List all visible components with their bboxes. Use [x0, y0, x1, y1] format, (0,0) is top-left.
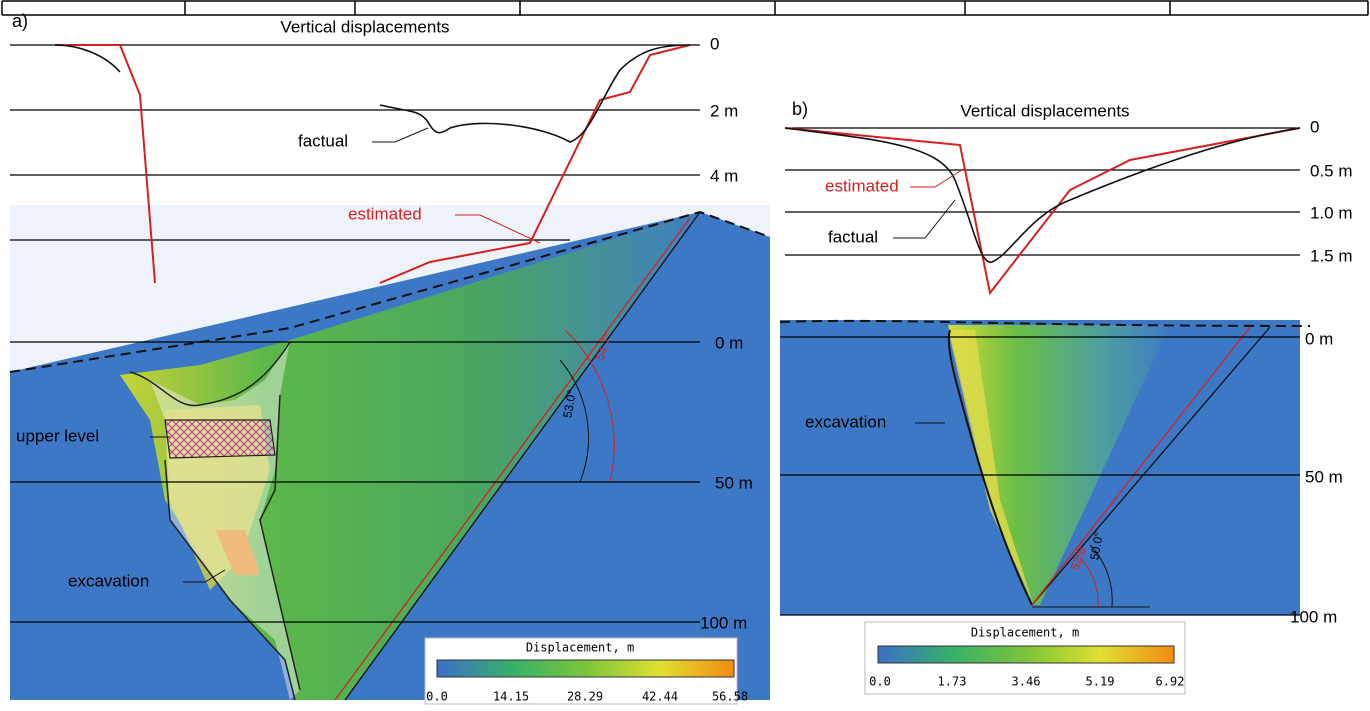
- colorbar-tick: 3.46: [1012, 675, 1041, 689]
- colorbar-tick: 0.0: [426, 690, 448, 704]
- panel-b: b) Vertical displacements 0 0.5 m 1.0 m …: [780, 99, 1353, 694]
- colorbar-title: Displacement, m: [971, 626, 1079, 640]
- profile-tick: 2 m: [710, 101, 738, 120]
- colorbar: Displacement, m 0.0 1.73 3.46 5.19 6.92: [865, 622, 1185, 694]
- colorbar: Displacement, m 0.0 14.15 28.29 42.44 56…: [425, 638, 748, 704]
- leader: [893, 200, 955, 238]
- annotation: estimated: [825, 176, 899, 195]
- profile-tick: 4 m: [710, 166, 738, 185]
- annotation: factual: [828, 227, 878, 246]
- depth-tick: 0 m: [715, 333, 743, 352]
- depth-tick: 100 m: [700, 613, 747, 632]
- panel-label: a): [12, 11, 28, 31]
- colorbar-tick: 0.0: [869, 675, 891, 689]
- depth-tick: 100 m: [1290, 607, 1337, 626]
- table-strip: [2, 1, 1368, 15]
- factual-profile: [380, 45, 690, 142]
- panel-title: Vertical displacements: [280, 17, 449, 36]
- factual-profile: [55, 45, 120, 72]
- panel-a: a) Vertical displacements 0 2 m 4 m 0 m …: [10, 11, 770, 704]
- panel-label: b): [792, 99, 808, 119]
- annotation: upper level: [16, 426, 99, 445]
- panel-title: Vertical displacements: [960, 101, 1129, 120]
- colorbar-tick: 56.58: [712, 690, 748, 704]
- profile-tick: 0.5 m: [1310, 161, 1353, 180]
- profile-tick: 1.0 m: [1310, 203, 1353, 222]
- depth-tick: 50 m: [1305, 467, 1343, 486]
- annotation: estimated: [348, 204, 422, 223]
- colorbar-tick: 5.19: [1086, 675, 1115, 689]
- colorbar-tick: 6.92: [1156, 675, 1185, 689]
- annotation: excavation: [805, 412, 886, 431]
- annotation: factual: [298, 131, 348, 150]
- depth-tick: 50 m: [715, 473, 753, 492]
- page: {"panel_a": {"label": "a)", "title": "Ve…: [0, 0, 1370, 706]
- profile-tick: 0: [710, 34, 719, 53]
- figure: a) Vertical displacements 0 2 m 4 m 0 m …: [0, 0, 1370, 706]
- upper-level-hatch: [165, 420, 275, 458]
- colorbar-tick: 42.44: [642, 690, 678, 704]
- profile-tick: 0: [1310, 117, 1319, 136]
- colorbar-tick: 1.73: [938, 675, 967, 689]
- colorbar-title: Displacement, m: [526, 641, 634, 655]
- annotation: excavation: [68, 571, 149, 590]
- colorbar-tick: 28.29: [567, 690, 603, 704]
- estimated-profile: [785, 128, 1300, 293]
- profile-tick: 1.5 m: [1310, 246, 1353, 265]
- leader: [372, 128, 428, 142]
- colorbar-tick: 14.15: [493, 690, 529, 704]
- depth-tick: 0 m: [1305, 329, 1333, 348]
